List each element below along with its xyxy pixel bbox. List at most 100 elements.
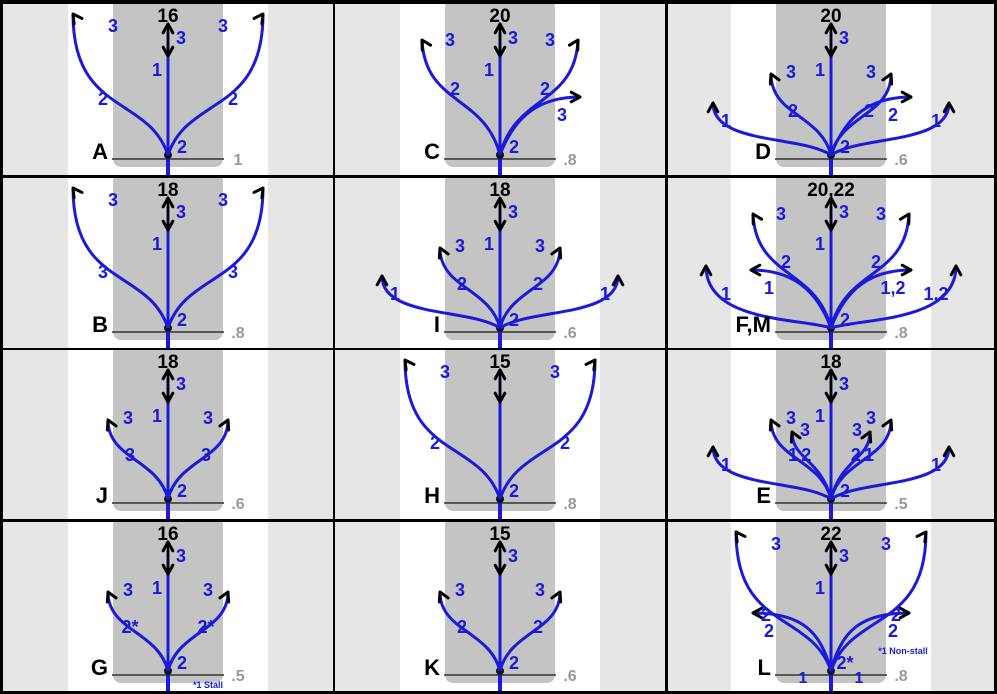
arrow-up-icon xyxy=(824,196,838,209)
route-label: 1 xyxy=(864,445,874,465)
route-group xyxy=(105,540,231,672)
panel-title: 18 xyxy=(157,180,178,201)
route-arrow-icon xyxy=(900,263,913,277)
arrow-down-icon xyxy=(824,391,838,404)
route-arrow-icon xyxy=(567,38,580,52)
route-label: 1 xyxy=(390,284,400,304)
route-line xyxy=(420,39,502,156)
route-label: 3 xyxy=(455,236,465,256)
route-label: 1 xyxy=(152,60,162,80)
route-label: 2 xyxy=(98,89,108,109)
route-label: 3 xyxy=(176,546,186,566)
route-label: 3 xyxy=(176,28,186,48)
route-label: 1,2 xyxy=(880,278,905,298)
route-label: 3 xyxy=(866,62,876,82)
route-label: 2 xyxy=(801,445,811,465)
route-arrow-icon xyxy=(881,72,894,86)
route-arrow-icon xyxy=(898,212,911,226)
route-arrow-icon xyxy=(860,430,873,444)
route-line xyxy=(403,359,502,500)
route-line xyxy=(438,247,502,329)
route-group xyxy=(734,530,928,672)
stem-label: 2 xyxy=(177,137,187,157)
route-arrow-icon xyxy=(900,90,913,104)
route-label: 3 xyxy=(125,445,135,465)
route-line xyxy=(166,419,230,500)
route-line xyxy=(498,591,562,672)
route-label: 2 xyxy=(891,605,901,625)
panel-k: 3 2 3 2 3 2 15 K .6 xyxy=(335,522,665,691)
route-label: 3 xyxy=(881,534,891,554)
panel-title: 15 xyxy=(489,524,511,545)
route-label: 3 xyxy=(440,362,450,382)
panel-title: 15 xyxy=(489,352,511,373)
route-arrow-icon xyxy=(584,358,597,372)
route-arrow-icon xyxy=(252,12,265,26)
route-arrow-icon xyxy=(751,212,764,226)
route-label: 3 xyxy=(786,408,796,428)
route-label: 3 xyxy=(839,202,849,222)
route-label: 3 xyxy=(786,62,796,82)
arrow-up-icon xyxy=(161,540,175,553)
panel-title: 18 xyxy=(820,352,841,373)
panel-value: .8 xyxy=(231,325,244,342)
route-arrow-icon xyxy=(749,263,762,277)
panel-value: .6 xyxy=(563,668,576,685)
route-label: 3 xyxy=(771,534,781,554)
panel-letter: I xyxy=(434,312,440,337)
arrow-down-icon xyxy=(493,391,507,404)
route-label: 3 xyxy=(203,580,213,600)
route-line xyxy=(830,446,951,501)
panel-letter: E xyxy=(756,483,771,508)
route-label: 3 xyxy=(535,580,545,600)
panel-letter: H xyxy=(424,483,440,508)
route-arrow-icon xyxy=(420,38,433,52)
route-arrow-icon xyxy=(375,274,389,287)
stem-label: 2 xyxy=(509,137,519,157)
route-arrow-icon xyxy=(252,186,265,200)
route-arrow-icon xyxy=(71,186,84,200)
stem-label: 2 xyxy=(509,481,519,501)
route-label: 3 xyxy=(839,374,849,394)
route-group xyxy=(437,540,563,672)
route-label: 3 xyxy=(203,408,213,428)
route-label: 3 xyxy=(228,262,238,282)
panel-value: .8 xyxy=(563,496,576,513)
route-label: 2 xyxy=(533,274,543,294)
route-label: 1 xyxy=(931,455,941,475)
route-line xyxy=(498,247,562,329)
route-arrow-icon xyxy=(949,264,963,277)
panel-value: .8 xyxy=(894,325,907,342)
arrow-down-icon xyxy=(824,563,838,576)
panel-a: 1 3 2 3 2 3 2 16 A 1 xyxy=(3,4,333,175)
panel-letter: D xyxy=(755,139,771,164)
panel-value: 1 xyxy=(234,152,243,169)
route-line xyxy=(106,419,170,500)
panel-f-m: 1 3 2 3 2 3 1 1,2 1 1,2 2 20,22 F,M .8 xyxy=(668,178,994,348)
route-label: 3 xyxy=(876,204,886,224)
arrow-down-icon xyxy=(493,45,507,58)
route-line xyxy=(711,102,832,157)
route-label: 2 xyxy=(533,617,543,637)
route-arrow-icon xyxy=(898,606,911,620)
panel-letter: L xyxy=(758,655,771,680)
route-arrow-icon xyxy=(550,246,563,260)
panel-value: .6 xyxy=(231,496,244,513)
route-arrow-icon xyxy=(437,590,450,604)
route-line xyxy=(166,13,265,156)
panel-title: 20 xyxy=(489,6,510,27)
stem-label: 2 xyxy=(509,310,519,330)
route-label: 3 xyxy=(123,408,133,428)
route-label: 3 xyxy=(508,28,518,48)
route-arrow-icon xyxy=(881,418,894,432)
arrow-up-icon xyxy=(493,368,507,381)
route-line xyxy=(830,265,958,330)
bottom-label: 1 xyxy=(799,670,808,687)
route-label: 2 xyxy=(430,433,440,453)
panel-note: *1 Stall xyxy=(193,680,223,690)
route-line xyxy=(769,73,833,156)
route-label: 3 xyxy=(550,362,560,382)
arrow-down-icon xyxy=(493,219,507,232)
route-label: 2 xyxy=(450,79,460,99)
route-label: 3 xyxy=(176,374,186,394)
